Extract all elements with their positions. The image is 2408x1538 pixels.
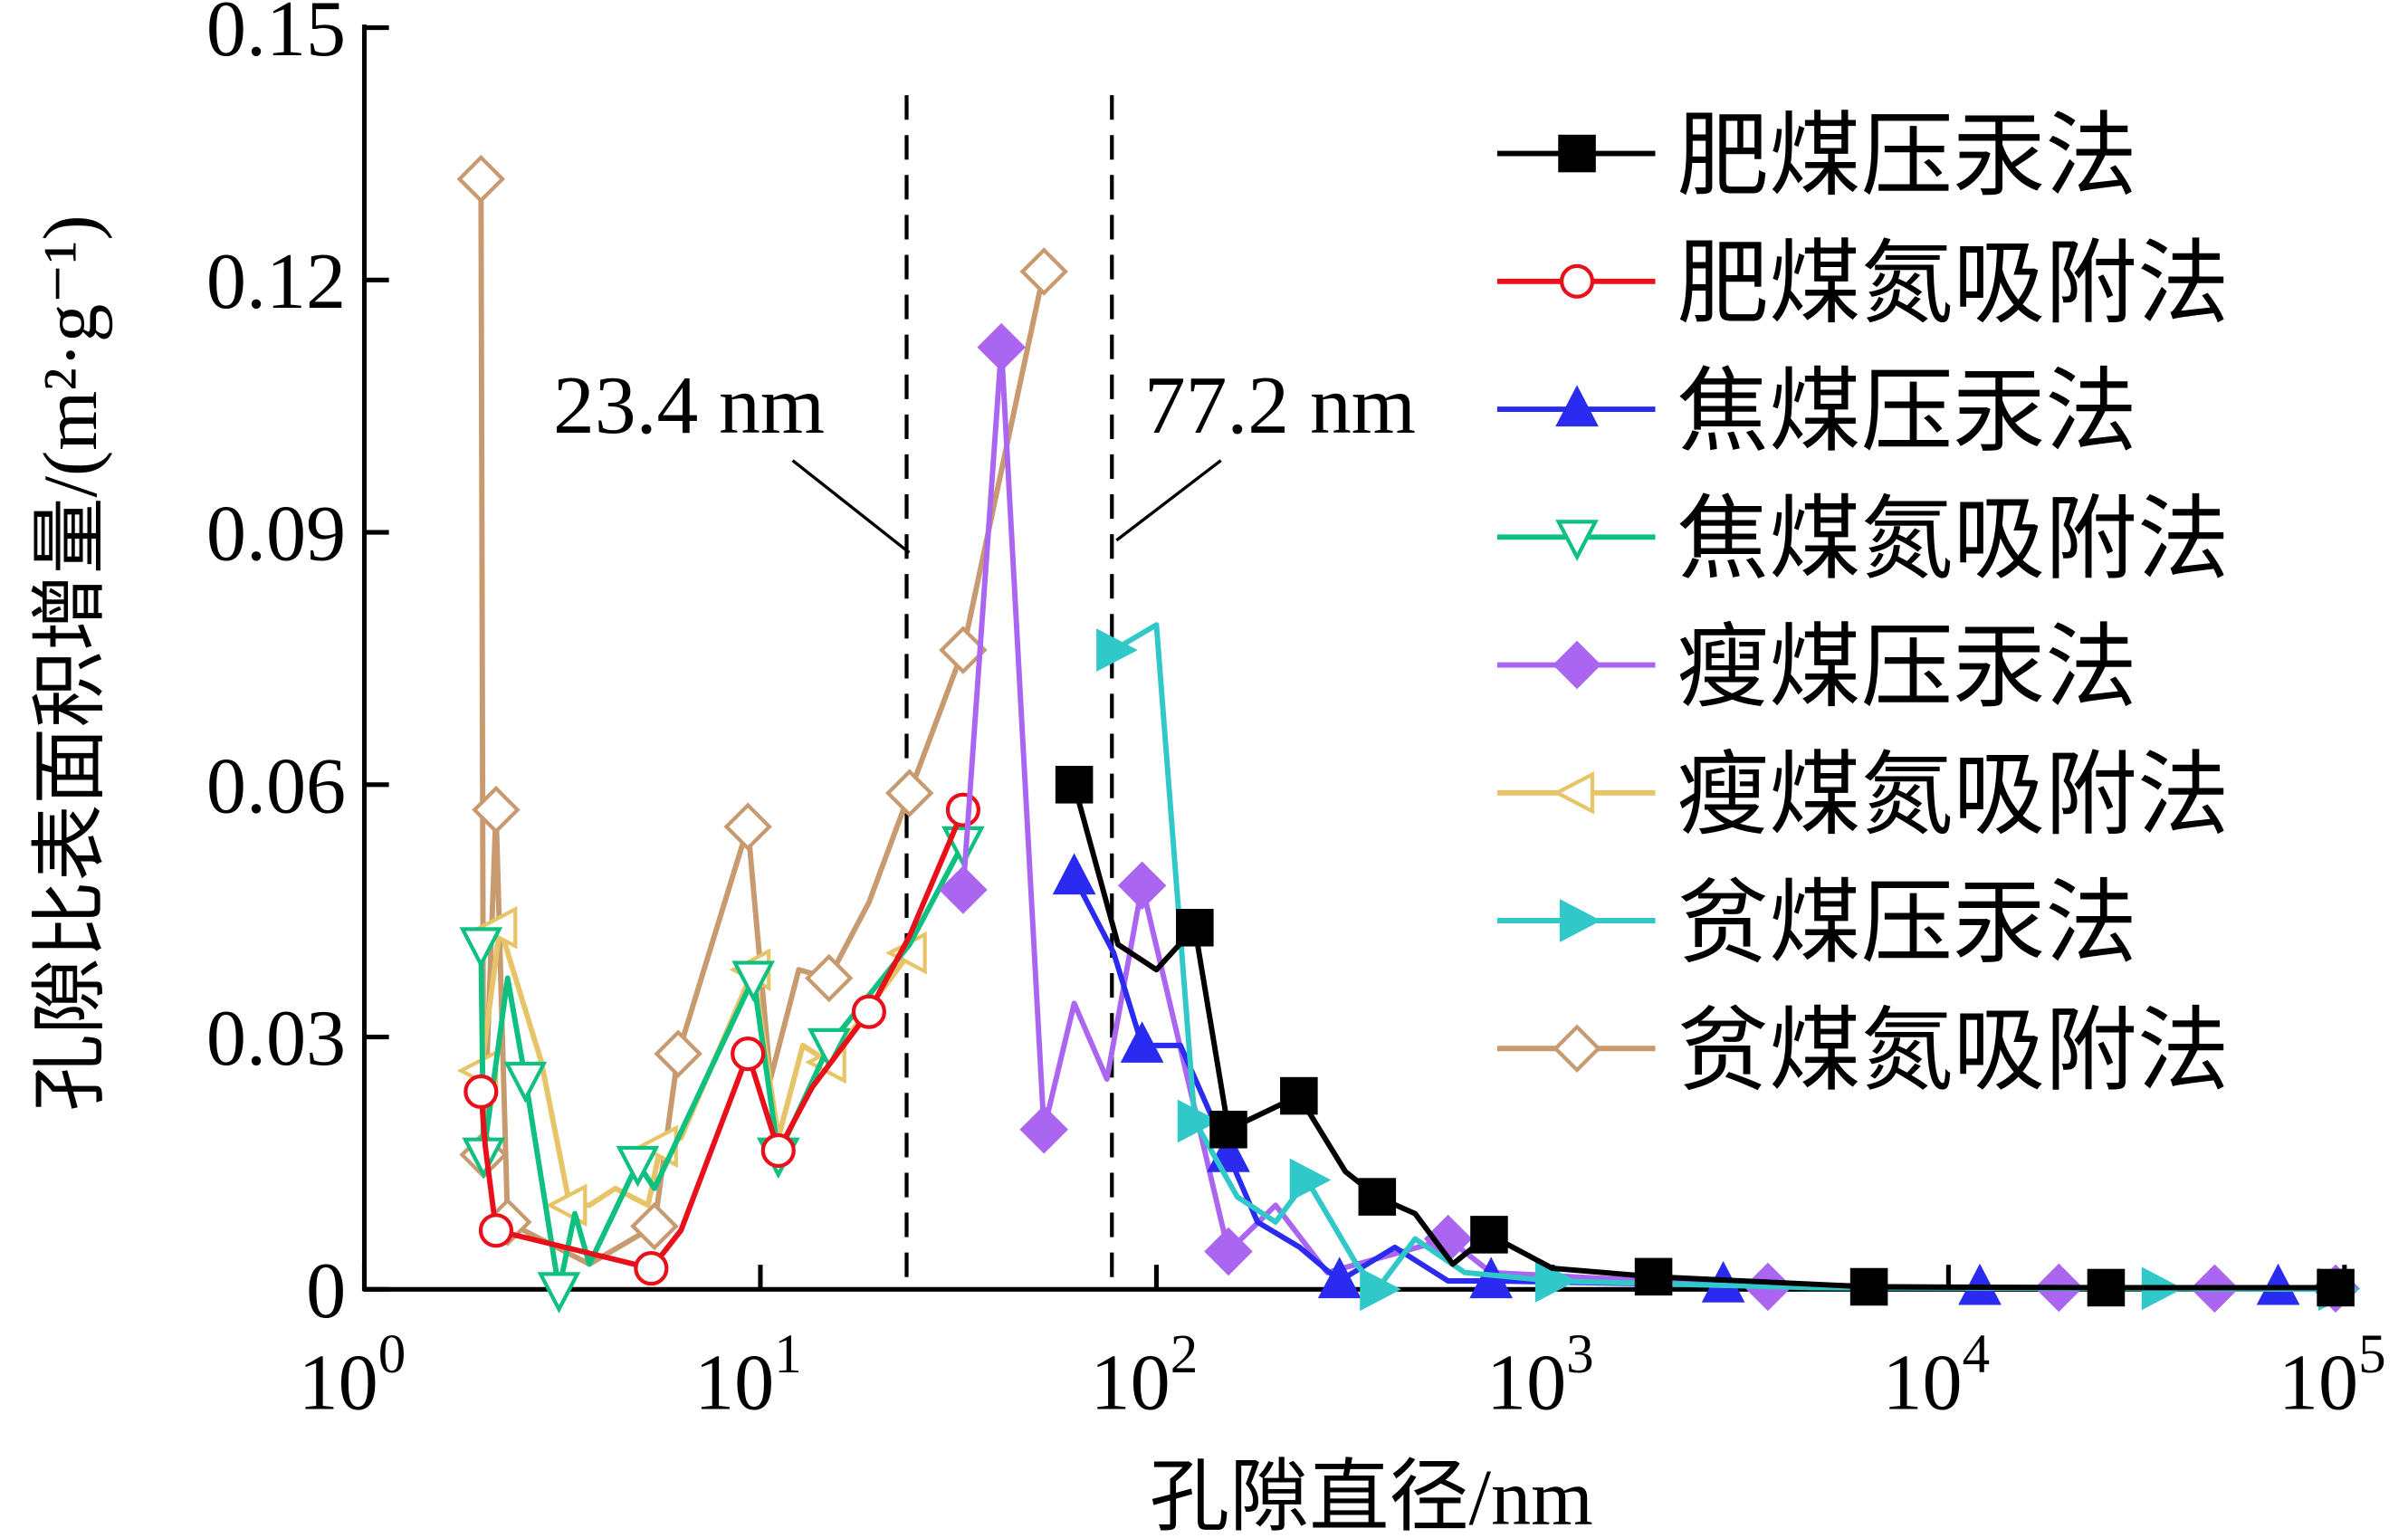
annotation-leader-line <box>1115 459 1222 542</box>
legend-marker <box>1553 770 1595 815</box>
data-point <box>1052 853 1096 895</box>
legend-item: 瘦煤压汞法 <box>1496 617 2137 720</box>
data-point <box>1120 1021 1164 1063</box>
data-point <box>1470 1216 1508 1254</box>
x-tick-label: 102 <box>1091 1324 1199 1428</box>
y-tick-label: 0 <box>306 1247 346 1335</box>
data-point <box>939 626 988 674</box>
annotation-leader-line <box>791 459 911 554</box>
legend-item: 贫煤氮吸附法 <box>1496 1001 2230 1103</box>
data-point <box>804 953 854 1003</box>
x-tick-exponent: 5 <box>2358 1324 2386 1385</box>
legend-item: 肥煤压汞法 <box>1496 106 2137 208</box>
data-point <box>731 960 776 1003</box>
legend-label: 瘦煤压汞法 <box>1677 617 2137 720</box>
data-point <box>945 792 980 827</box>
legend-label: 肥煤压汞法 <box>1677 106 2137 208</box>
data-point <box>1360 1267 1401 1312</box>
data-point <box>2087 1268 2126 1307</box>
annotation-label: 77.2 nm <box>1144 358 1416 451</box>
data-point <box>851 994 886 1029</box>
legend-marker <box>1558 134 1596 173</box>
legend-marker <box>1559 899 1601 942</box>
y-tick-label: 0.15 <box>206 0 346 73</box>
data-point <box>654 1029 702 1078</box>
x-tick-exponent: 4 <box>1963 1324 1991 1385</box>
data-point <box>1176 908 1214 947</box>
data-point <box>1204 1227 1253 1276</box>
data-point <box>630 1201 679 1251</box>
legend-label: 肥煤氮吸附法 <box>1677 234 2229 336</box>
y-axis-label: 孔隙比表面积增量/(m²·g⁻¹) <box>28 215 113 1111</box>
legend-item: 肥煤氮吸附法 <box>1496 234 2230 336</box>
series-1 <box>1055 766 2355 1307</box>
data-point <box>456 155 506 204</box>
data-point <box>478 1213 514 1248</box>
legend-item: 焦煤氮吸附法 <box>1496 490 2230 592</box>
legend-marker <box>1559 263 1595 299</box>
x-tick-exponent: 0 <box>378 1324 406 1385</box>
data-point <box>1358 1178 1397 1216</box>
legend-item: 贫煤压汞法 <box>1496 873 2137 975</box>
data-point <box>1019 247 1068 296</box>
x-tick-label: 100 <box>299 1324 406 1428</box>
data-point <box>884 769 934 817</box>
data-point <box>1055 766 1094 804</box>
legend-item: 焦煤压汞法 <box>1496 361 2137 463</box>
series-line <box>478 842 966 1293</box>
x-axis-label: 孔隙直径/nm <box>1150 1454 1593 1538</box>
legend-label: 贫煤压汞法 <box>1677 873 2137 975</box>
y-tick-label: 0.12 <box>206 237 346 326</box>
legend-item: 瘦煤氮吸附法 <box>1496 745 2230 847</box>
x-tick-label: 101 <box>694 1324 802 1428</box>
data-point <box>1209 1110 1247 1149</box>
data-point <box>463 1074 499 1110</box>
legend-marker <box>1555 385 1599 427</box>
data-point <box>807 1027 851 1070</box>
x-tick-exponent: 2 <box>1171 1324 1199 1385</box>
data-point <box>1019 1105 1068 1154</box>
legend-marker <box>1553 1024 1601 1074</box>
data-point <box>1849 1267 1888 1306</box>
legend-marker <box>1553 640 1601 690</box>
x-tick-exponent: 1 <box>774 1324 802 1385</box>
y-tick-label: 0.06 <box>206 741 346 830</box>
data-point <box>537 1272 581 1314</box>
annotation-label: 23.4 nm <box>553 358 825 451</box>
y-tick-label: 0.03 <box>206 994 346 1083</box>
series-line <box>1071 784 2336 1291</box>
y-tick-label: 0.09 <box>206 490 346 578</box>
data-point <box>1534 1259 1577 1303</box>
data-point <box>939 865 988 914</box>
x-tick-exponent: 3 <box>1566 1324 1594 1385</box>
data-point <box>1117 861 1167 911</box>
data-point <box>1634 1257 1673 1296</box>
data-point <box>503 1061 548 1103</box>
legend-label: 瘦煤氮吸附法 <box>1677 745 2229 847</box>
x-tick-label: 103 <box>1486 1324 1594 1428</box>
data-point <box>1096 628 1138 672</box>
x-tick-label: 104 <box>1882 1324 1990 1428</box>
x-tick-label: 105 <box>2279 1324 2386 1428</box>
legend-label: 贫煤氮吸附法 <box>1677 1001 2229 1103</box>
legend-label: 焦煤氮吸附法 <box>1677 490 2229 592</box>
legend-label: 焦煤压汞法 <box>1677 361 2137 463</box>
data-point <box>1317 1256 1362 1299</box>
data-point <box>1280 1076 1318 1115</box>
data-point <box>723 802 772 851</box>
data-point <box>760 1132 796 1169</box>
series-8 <box>456 155 1068 1267</box>
data-point <box>731 1036 766 1072</box>
data-point <box>1289 1158 1332 1202</box>
data-point <box>459 927 503 969</box>
data-point <box>1177 1099 1219 1143</box>
data-point <box>634 1251 669 1286</box>
data-point <box>977 322 1026 372</box>
data-point <box>2317 1268 2355 1307</box>
legend-marker <box>1555 520 1599 561</box>
series-line <box>478 924 913 1208</box>
data-point <box>616 1145 660 1188</box>
data-point <box>472 785 521 835</box>
